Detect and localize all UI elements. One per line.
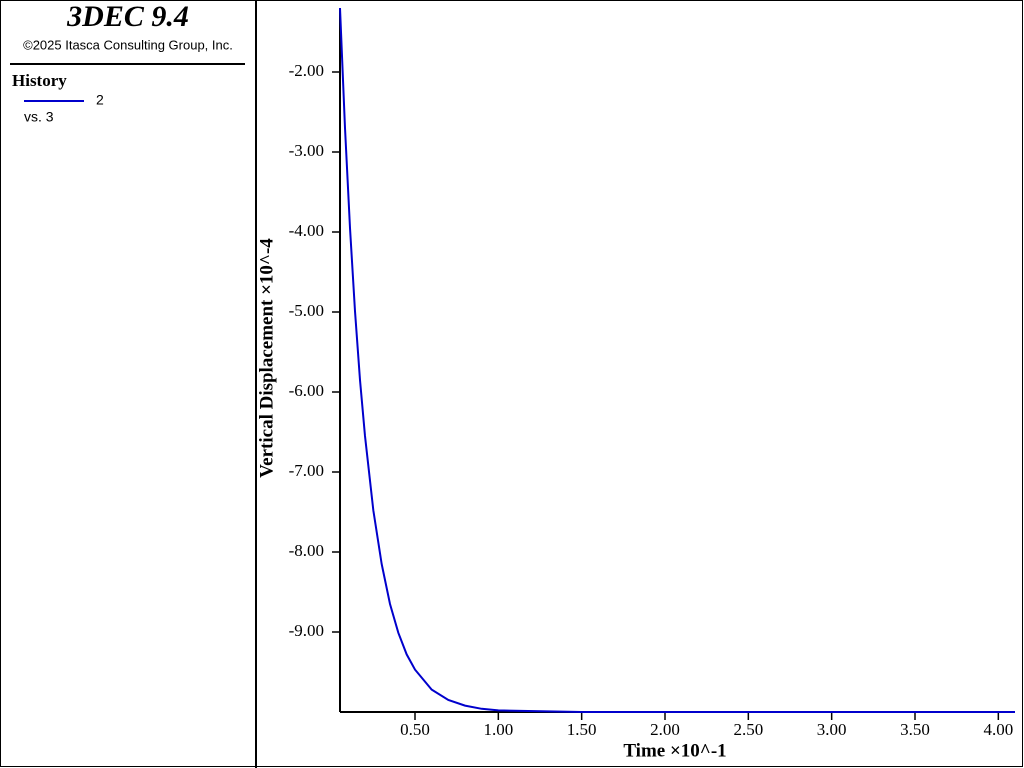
y-tick-label: -5.00 xyxy=(289,301,324,320)
series-line xyxy=(339,7,1015,713)
y-tick-label: -4.00 xyxy=(289,221,324,240)
x-tick-label: 2.50 xyxy=(733,720,763,739)
x-tick-label: 2.00 xyxy=(650,720,680,739)
legend-entry: 2 xyxy=(96,92,104,108)
y-tick-label: -8.00 xyxy=(289,541,324,560)
legend-subtitle: vs. 3 xyxy=(24,109,54,125)
x-axis-label: Time ×10^-1 xyxy=(623,740,726,761)
x-tick-label: 1.50 xyxy=(567,720,597,739)
app-title: 3DEC 9.4 xyxy=(66,0,189,33)
y-tick-label: -3.00 xyxy=(289,141,324,160)
x-tick-label: 1.00 xyxy=(483,720,513,739)
legend-title: History xyxy=(12,71,67,90)
y-tick-label: -2.00 xyxy=(289,61,324,80)
y-tick-label: -7.00 xyxy=(289,461,324,480)
x-tick-label: 4.00 xyxy=(983,720,1013,739)
copyright: ©2025 Itasca Consulting Group, Inc. xyxy=(23,37,233,52)
x-tick-label: 3.50 xyxy=(900,720,930,739)
x-tick-label: 0.50 xyxy=(400,720,430,739)
y-tick-label: -6.00 xyxy=(289,381,324,400)
x-tick-label: 3.00 xyxy=(817,720,847,739)
y-tick-label: -9.00 xyxy=(289,621,324,640)
y-axis-label: Vertical Displacement ×10^-4 xyxy=(256,238,277,478)
